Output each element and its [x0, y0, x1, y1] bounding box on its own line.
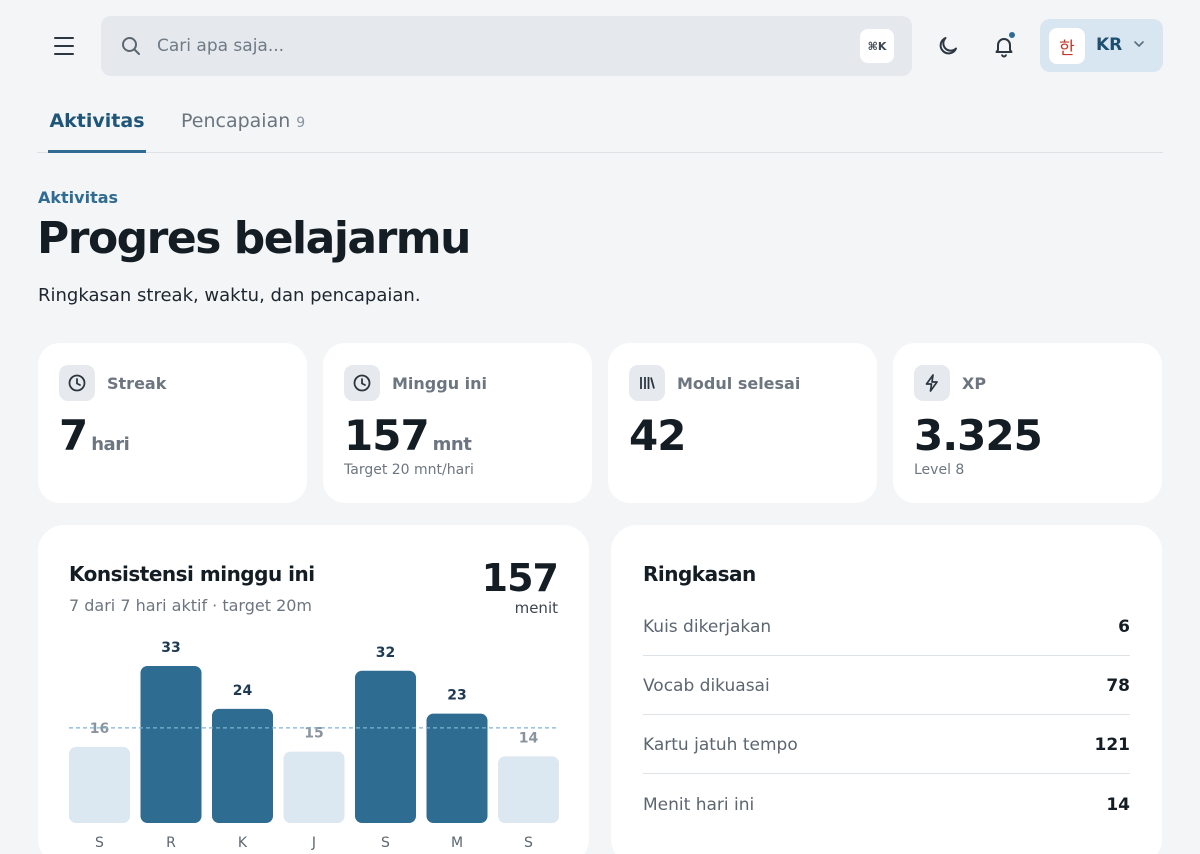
summary-row: Menit hari ini 14	[643, 774, 1130, 833]
stat-card-xp: XP 3.325 Level 8	[893, 343, 1162, 503]
bar-value-label: 14	[519, 730, 539, 746]
language-selector[interactable]: 한 KR	[1040, 19, 1163, 72]
stat-subtext: Target 20 mnt/hari	[344, 462, 474, 478]
menu-icon-line	[54, 37, 74, 39]
bell-icon	[995, 38, 1013, 58]
stat-label: XP	[962, 374, 987, 393]
summary-row: Kuis dikerjakan 6	[643, 597, 1130, 656]
row-value: 14	[1106, 794, 1130, 815]
stat-value: 3.325	[914, 411, 1043, 460]
stat-card-streak: Streak 7 hari	[38, 343, 307, 503]
bolt-icon	[914, 365, 950, 401]
stat-unit: mnt	[432, 434, 472, 455]
tab-pencapaian[interactable]: Pencapaian 9	[181, 110, 305, 153]
clock-icon	[344, 365, 380, 401]
stat-subtext: Level 8	[914, 462, 965, 478]
card-title: Konsistensi minggu ini	[69, 562, 315, 586]
tab-label: Pencapaian	[181, 110, 291, 132]
stat-card-modules: Modul selesai 42	[608, 343, 877, 503]
row-label: Kuis dikerjakan	[643, 617, 772, 637]
bar-value-label: 33	[161, 640, 180, 656]
row-label: Menit hari ini	[643, 794, 755, 815]
chart-bar	[69, 746, 130, 823]
summary-card: Ringkasan Kuis dikerjakan 6 Vocab dikuas…	[611, 525, 1162, 854]
stat-value: 7 hari	[59, 411, 130, 460]
weekly-total: 157	[481, 556, 559, 600]
menu-icon-line	[54, 53, 74, 55]
summary-list: Kuis dikerjakan 6 Vocab dikuasai 78 Kart…	[643, 597, 1130, 833]
search-icon	[122, 37, 140, 55]
x-axis-label: S	[95, 835, 104, 851]
summary-row: Kartu jatuh tempo 121	[643, 715, 1130, 774]
page-subtitle: Ringkasan streak, waktu, dan pencapaian.	[38, 285, 421, 306]
bar-value-label: 16	[90, 721, 109, 737]
menu-icon-line	[54, 45, 74, 47]
row-label: Vocab dikuasai	[643, 676, 770, 696]
stat-value: 42	[629, 411, 686, 460]
tab-label: Aktivitas	[49, 110, 145, 132]
menu-button[interactable]	[52, 34, 76, 58]
consistency-card: Konsistensi minggu ini 7 dari 7 hari akt…	[38, 525, 589, 854]
search-input[interactable]	[157, 30, 837, 62]
stat-label: Streak	[107, 374, 167, 393]
consistency-bar-chart: 16 S 33 R 24 K 15 J 32 S 23 M 14 S	[69, 640, 559, 851]
weekly-total-unit: menit	[514, 599, 558, 617]
tab-count-badge: 9	[296, 115, 306, 131]
section-eyebrow: Aktivitas	[38, 188, 119, 207]
x-axis-label: S	[524, 835, 533, 851]
stat-unit: hari	[91, 434, 130, 455]
chevron-down-icon	[1134, 41, 1144, 47]
x-axis-label: S	[381, 835, 390, 851]
bar-value-label: 24	[233, 683, 253, 699]
x-axis-label: M	[451, 835, 463, 851]
page-title: Progres belajarmu	[37, 213, 471, 264]
library-icon	[629, 365, 665, 401]
stat-card-week: Minggu ini 157 mnt Target 20 mnt/hari	[323, 343, 592, 503]
moon-icon	[939, 37, 957, 55]
notification-dot	[1007, 30, 1017, 40]
chart-bar	[212, 708, 273, 823]
x-axis-label: J	[311, 835, 316, 851]
top-bar: ⌘K 한 KR	[0, 0, 1200, 92]
row-label: Kartu jatuh tempo	[643, 735, 798, 755]
card-title: Ringkasan	[643, 562, 756, 586]
tab-aktivitas[interactable]: Aktivitas	[48, 110, 146, 153]
notifications-button[interactable]	[988, 30, 1020, 62]
stat-value: 157 mnt	[344, 411, 472, 460]
row-value: 6	[1118, 617, 1130, 637]
theme-toggle-button[interactable]	[932, 30, 964, 62]
language-flag: 한	[1049, 28, 1085, 64]
bar-value-label: 32	[376, 645, 395, 661]
stat-label: Modul selesai	[677, 374, 801, 393]
chart-bar	[140, 666, 202, 823]
bar-value-label: 23	[447, 688, 466, 704]
chart-bar	[498, 756, 559, 823]
shortcut-badge: ⌘K	[860, 29, 894, 63]
language-code: KR	[1096, 35, 1123, 55]
row-value: 121	[1094, 735, 1131, 755]
chart-bar	[283, 751, 345, 823]
clock-icon	[59, 365, 95, 401]
search-bar[interactable]: ⌘K	[101, 16, 912, 76]
x-axis-label: R	[166, 835, 176, 851]
bar-value-label: 15	[304, 726, 323, 742]
tab-bar: Aktivitas Pencapaian 9	[37, 96, 1163, 153]
chart-bar	[426, 713, 488, 823]
stat-label: Minggu ini	[392, 374, 488, 393]
x-axis-label: K	[238, 835, 248, 851]
chart-bar	[355, 670, 416, 823]
summary-row: Vocab dikuasai 78	[643, 656, 1130, 715]
row-value: 78	[1106, 676, 1130, 696]
card-subtitle: 7 dari 7 hari aktif · target 20m	[69, 596, 313, 615]
